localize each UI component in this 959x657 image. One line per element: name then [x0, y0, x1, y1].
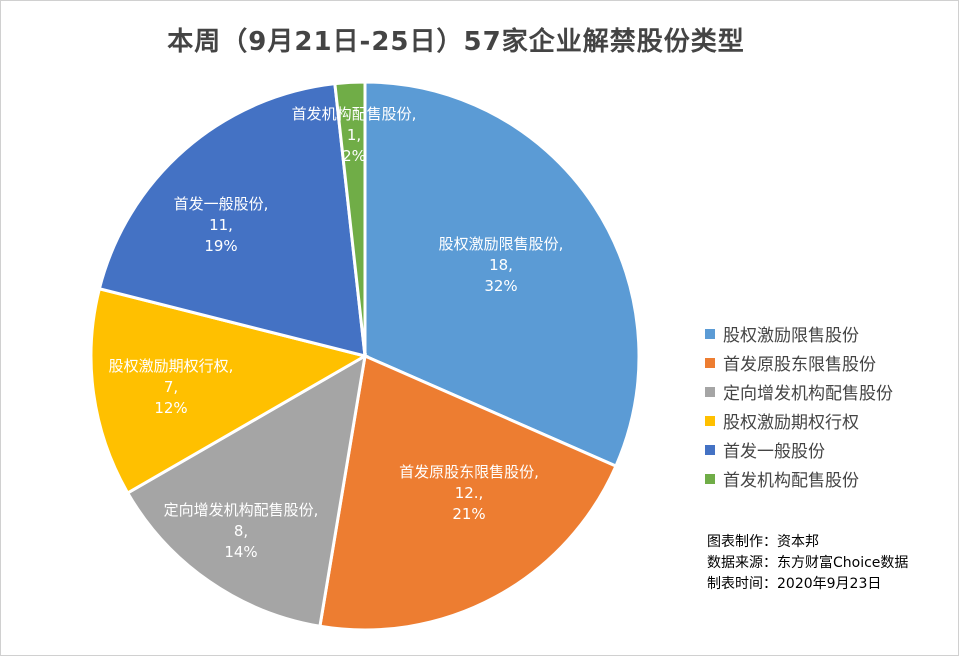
pie-slice — [363, 80, 641, 469]
slice-label-percent: 12% — [154, 399, 187, 417]
slice-label-percent: 21% — [452, 505, 485, 523]
pie-slice — [125, 353, 368, 628]
legend-label: 首发一般股份 — [723, 442, 825, 462]
slice-label-value: 8, — [234, 522, 248, 540]
slice-label-value: 1, — [347, 126, 361, 144]
legend-swatch — [705, 328, 715, 339]
legend-label: 股权激励期权行权 — [723, 413, 859, 433]
slice-label-value: 7, — [164, 378, 178, 396]
slice-label-percent: 2% — [342, 147, 366, 165]
credit-source: 数据来源：东方财富Choice数据 — [707, 555, 909, 571]
slice-label-name: 股权激励期权行权, — [109, 357, 234, 375]
legend-swatch — [705, 415, 715, 426]
legend-label: 首发原股东限售股份 — [723, 355, 876, 375]
legend-label: 定向增发机构配售股份 — [723, 384, 893, 404]
slice-label-value: 18, — [489, 256, 513, 274]
slice-label-name: 首发机构配售股份, — [292, 105, 417, 123]
pie-slice — [333, 80, 367, 357]
slice-label-percent: 19% — [204, 237, 237, 255]
pie-slice — [97, 82, 367, 358]
credit-date: 制表时间：2020年9月23日 — [707, 576, 882, 592]
slice-label-name: 股权激励限售股份, — [439, 235, 564, 253]
legend-swatch — [705, 473, 715, 484]
slice-data-label: 定向增发机构配售股份, 8, 14% — [164, 501, 319, 561]
legend-swatch — [705, 357, 715, 368]
legend-item: 股权激励限售股份 — [705, 319, 893, 348]
legend-item: 首发原股东限售股份 — [705, 348, 893, 377]
credits: 图表制作：资本邦 数据来源：东方财富Choice数据 制表时间：2020年9月2… — [707, 532, 908, 595]
slice-data-label: 股权激励限售股份, 18, 32% — [439, 235, 564, 295]
legend-swatch — [705, 386, 715, 397]
slice-label-percent: 14% — [224, 543, 257, 561]
legend-item: 定向增发机构配售股份 — [705, 377, 893, 406]
pie-labels: 股权激励限售股份, 18, 32% 首发原股东限售股份, 12., 21% 定向增发机构配售… — [109, 105, 564, 561]
slice-label-value: 12., — [455, 484, 484, 502]
slice-data-label: 首发原股东限售股份, 12., 21% — [399, 463, 539, 523]
legend-label: 首发机构配售股份 — [723, 471, 859, 491]
pie-slice — [318, 353, 618, 632]
legend-item: 首发机构配售股份 — [705, 464, 893, 493]
legend-label: 股权激励限售股份 — [723, 326, 859, 346]
legend-item: 首发一般股份 — [705, 435, 893, 464]
slice-label-value: 11, — [209, 216, 233, 234]
credit-made-by: 图表制作：资本邦 — [707, 534, 819, 550]
pie-slices — [89, 80, 641, 632]
slice-label-name: 首发原股东限售股份, — [399, 463, 539, 481]
slice-label-name: 首发一般股份, — [174, 195, 269, 213]
slice-data-label: 首发机构配售股份, 1, 2% — [292, 105, 417, 165]
slice-data-label: 首发一般股份, 11, 19% — [174, 195, 269, 255]
slice-label-name: 定向增发机构配售股份, — [164, 501, 319, 519]
slice-data-label: 股权激励期权行权, 7, 12% — [109, 357, 234, 417]
slice-label-percent: 32% — [484, 277, 517, 295]
chart-title: 本周（9月21日-25日）57家企业解禁股份类型 — [167, 27, 745, 57]
legend-swatch — [705, 444, 715, 455]
legend: 股权激励限售股份 首发原股东限售股份 定向增发机构配售股份 股权激励期权行权 首发一般股… — [705, 319, 893, 493]
legend-item: 股权激励期权行权 — [705, 406, 893, 435]
